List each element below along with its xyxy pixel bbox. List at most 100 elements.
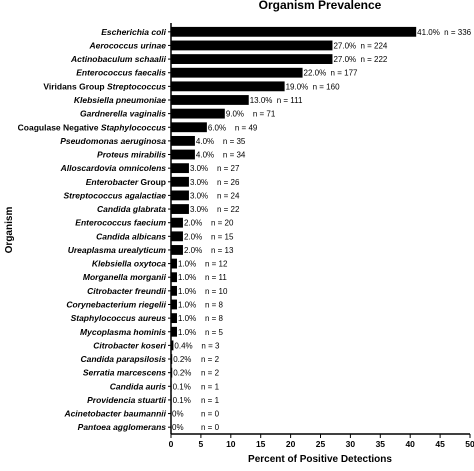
count-label: n = 20 [211, 219, 234, 228]
count-label: n = 5 [205, 328, 224, 337]
count-label: n = 10 [205, 287, 228, 296]
bar [171, 149, 195, 160]
percent-label: 1.0% [178, 328, 196, 337]
x-tick-label: 10 [226, 439, 236, 449]
category-label: Serratia marcescens [83, 368, 166, 378]
percent-label: 1.0% [178, 273, 196, 282]
category-label: Pseudomonas aeruginosa [60, 136, 166, 146]
x-tick-label: 15 [256, 439, 266, 449]
count-label: n = 224 [360, 41, 387, 50]
percent-label: 3.0% [190, 164, 208, 173]
y-axis-title: Organism [4, 207, 15, 254]
count-label: n = 35 [223, 137, 246, 146]
category-label: Klebsiella pneumoniae [74, 95, 166, 105]
x-tick-label: 35 [376, 439, 386, 449]
category-label: Escherichia coli [101, 27, 166, 37]
category-label: Enterococcus faecium [75, 218, 166, 228]
count-label: n = 11 [205, 273, 227, 282]
category-label: Candida albicans [96, 231, 166, 241]
count-label: n = 336 [444, 28, 471, 37]
bar [171, 54, 333, 64]
count-label: n = 3 [201, 341, 220, 350]
percent-label: 2.0% [184, 219, 202, 228]
bar [171, 258, 177, 269]
x-axis-title: Percent of Positive Detections [248, 454, 392, 465]
percent-label: 3.0% [190, 178, 208, 187]
category-label: Enterobacter Group [86, 177, 166, 187]
x-tick-label: 50 [465, 439, 474, 449]
bar [171, 135, 195, 146]
percent-label: 0.2% [173, 355, 191, 364]
count-label: n = 71 [253, 110, 276, 119]
x-tick-label: 0 [169, 439, 174, 449]
category-label: Viridans Group Streptococcus [43, 81, 166, 91]
category-labels: Escherichia coli Aerococcus urinae Actinob… [18, 27, 167, 432]
bar [171, 40, 333, 51]
count-label: n = 160 [313, 82, 340, 91]
count-label: n = 1 [201, 396, 220, 405]
x-tick-label: 5 [199, 439, 204, 449]
bar [171, 190, 189, 201]
x-tick-label: 45 [435, 439, 445, 449]
bar [171, 340, 174, 351]
bar [171, 108, 225, 119]
category-label: Citrobacter freundii [87, 286, 167, 296]
percent-label: 1.0% [178, 287, 196, 296]
category-label: Pantoea agglomerans [78, 422, 167, 432]
percent-label: 27.0% [333, 55, 356, 64]
count-label: n = 13 [211, 246, 234, 255]
count-label: n = 177 [331, 69, 358, 78]
bar [171, 26, 417, 37]
bar [171, 67, 303, 78]
count-label: n = 1 [201, 382, 220, 391]
bar [171, 245, 183, 255]
category-label: Mycoplasma hominis [80, 327, 166, 337]
count-label: n = 111 [277, 96, 303, 105]
category-label: Gardnerella vaginalis [80, 109, 166, 119]
count-label: n = 8 [205, 300, 224, 309]
count-label: n = 222 [360, 55, 387, 64]
count-label: n = 15 [211, 232, 234, 241]
category-label: Citrobacter koseri [93, 340, 166, 350]
x-tick-label: 40 [405, 439, 415, 449]
category-label: Candida glabrata [97, 204, 166, 214]
percent-label: 0.2% [173, 369, 191, 378]
percent-label: 41.0% [417, 28, 440, 37]
chart-title: Organism Prevalence [259, 0, 382, 12]
category-label: Corynebacterium riegelii [66, 299, 166, 309]
category-label: Ureaplasma urealyticum [68, 245, 167, 255]
category-label: Aerococcus urinae [88, 40, 166, 50]
bar [171, 272, 177, 283]
percent-label: 0% [172, 423, 184, 432]
count-label: n = 22 [217, 205, 240, 214]
percent-label: 0.4% [174, 341, 192, 350]
bar [171, 231, 183, 242]
category-label: Streptococcus agalactiae [63, 190, 166, 200]
percent-label: 2.0% [184, 232, 202, 241]
percent-label: 1.0% [178, 260, 196, 269]
bar [171, 299, 177, 310]
percent-label: 9.0% [226, 110, 244, 119]
bar [171, 313, 177, 324]
percent-label: 0.1% [173, 396, 191, 405]
category-label: Klebsiella oxytoca [92, 259, 166, 269]
percent-label: 2.0% [184, 246, 202, 255]
x-tick-label: 25 [316, 439, 326, 449]
category-label: Candida auris [110, 381, 166, 391]
count-label: n = 2 [201, 369, 220, 378]
count-label: n = 26 [217, 178, 240, 187]
category-label: Candida parapsilosis [81, 354, 167, 364]
count-label: n = 8 [205, 314, 224, 323]
category-label: Enterococcus faecalis [76, 68, 166, 78]
category-label: Providencia stuartii [87, 395, 167, 405]
count-label: n = 49 [235, 123, 258, 132]
percent-label: 0% [172, 410, 184, 419]
percent-label: 3.0% [190, 205, 208, 214]
bar [171, 326, 177, 337]
percent-label: 4.0% [196, 151, 214, 160]
percent-label: 0.1% [173, 382, 191, 391]
bar [171, 285, 177, 296]
bar [171, 122, 207, 133]
category-label: Actinobaculum schaalii [70, 54, 167, 64]
